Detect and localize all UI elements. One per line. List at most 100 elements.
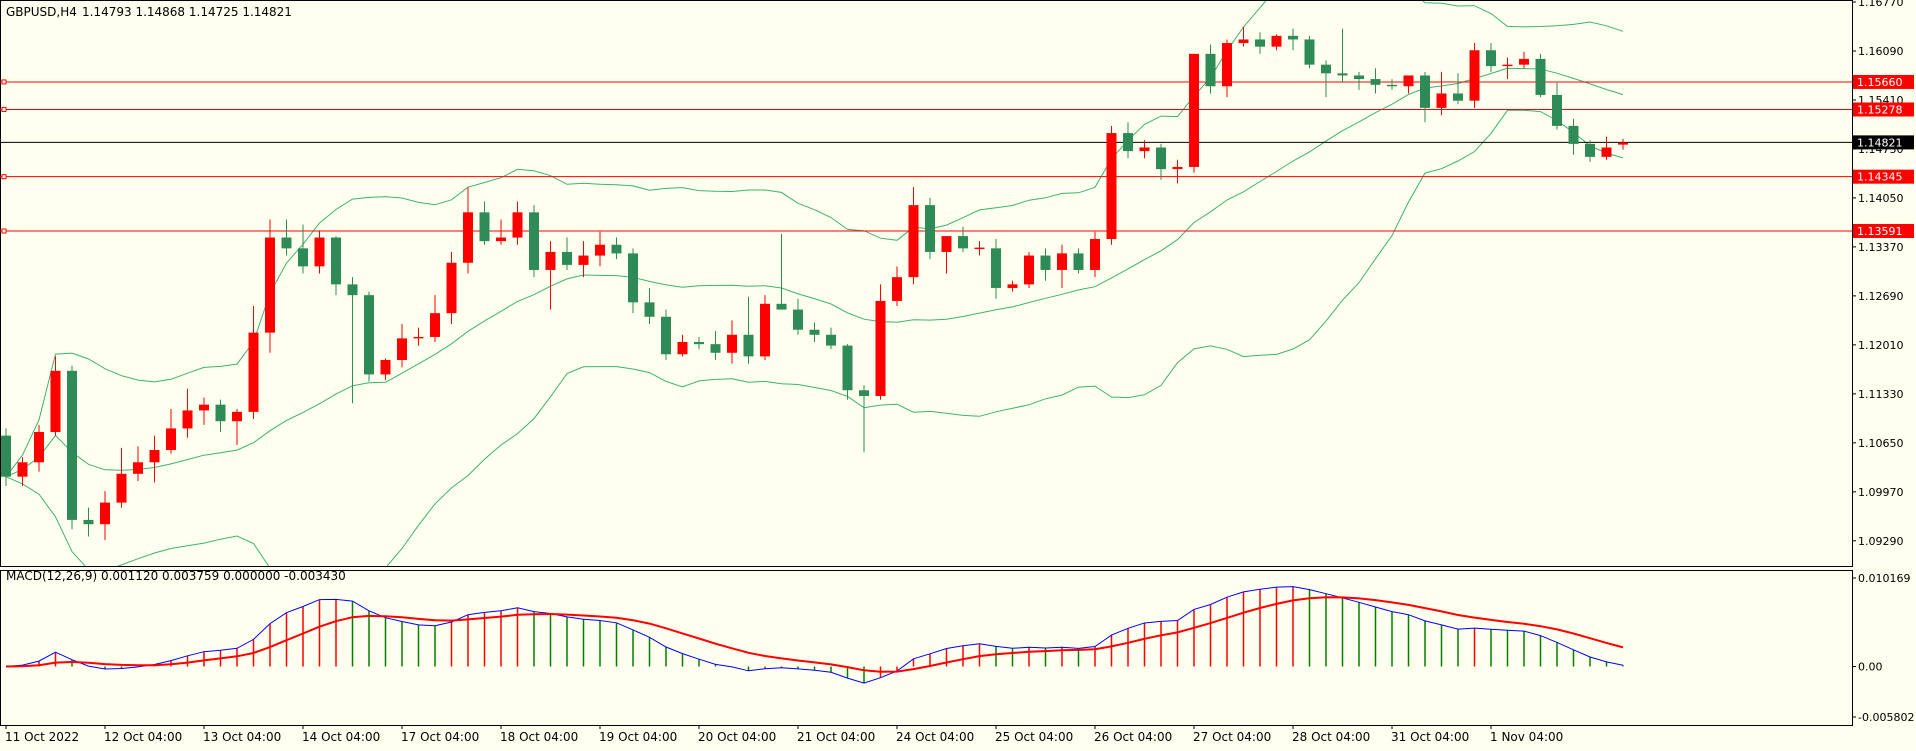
- candle[interactable]: [974, 241, 985, 256]
- candle[interactable]: [1090, 231, 1100, 278]
- candle[interactable]: [34, 424, 44, 472]
- candle[interactable]: [199, 397, 209, 425]
- candle[interactable]: [1436, 71, 1447, 116]
- candle[interactable]: [925, 197, 935, 260]
- candle[interactable]: [265, 219, 275, 353]
- candle[interactable]: [133, 446, 143, 482]
- candle[interactable]: [1123, 122, 1133, 159]
- candle[interactable]: [1024, 251, 1034, 288]
- candle[interactable]: [611, 237, 622, 260]
- candle[interactable]: [1618, 138, 1628, 150]
- candle[interactable]: [1370, 68, 1381, 94]
- candle[interactable]: [1519, 51, 1529, 69]
- candle[interactable]: [1585, 140, 1595, 162]
- candle[interactable]: [892, 266, 902, 306]
- macd-pane[interactable]: 0.010169 0.00 -0.005802: [0, 570, 1915, 726]
- candle[interactable]: [83, 507, 94, 537]
- candle[interactable]: [364, 291, 374, 382]
- candle[interactable]: [842, 344, 853, 400]
- candle[interactable]: [941, 236, 952, 274]
- candle[interactable]: [1255, 32, 1265, 54]
- candle[interactable]: [1271, 34, 1282, 51]
- candle[interactable]: [694, 336, 704, 350]
- candle[interactable]: [859, 385, 869, 453]
- candle[interactable]: [595, 231, 605, 267]
- candle[interactable]: [1304, 35, 1315, 69]
- candle[interactable]: [1552, 82, 1562, 130]
- candle[interactable]: [1057, 244, 1067, 288]
- candle[interactable]: [661, 309, 671, 360]
- candle[interactable]: [529, 205, 539, 278]
- candle[interactable]: [1568, 118, 1579, 155]
- candle[interactable]: [793, 298, 803, 335]
- candle[interactable]: [166, 408, 176, 454]
- level-anchor-handle[interactable]: [1, 228, 7, 234]
- candle[interactable]: [1387, 79, 1397, 90]
- candle[interactable]: [496, 219, 506, 245]
- candle[interactable]: [1502, 57, 1513, 80]
- candle[interactable]: [347, 277, 358, 404]
- candle[interactable]: [479, 201, 490, 245]
- candle[interactable]: [1337, 28, 1348, 83]
- candle[interactable]: [1106, 125, 1117, 245]
- level-anchor-handle[interactable]: [1, 79, 7, 85]
- candle[interactable]: [1469, 43, 1480, 108]
- candle[interactable]: [743, 296, 754, 364]
- candle[interactable]: [875, 284, 886, 400]
- candle[interactable]: [314, 230, 325, 274]
- candle[interactable]: [562, 237, 572, 270]
- candle[interactable]: [298, 224, 308, 274]
- candle[interactable]: [248, 305, 259, 420]
- candle[interactable]: [1288, 28, 1298, 51]
- candle[interactable]: [512, 201, 523, 245]
- candle[interactable]: [1222, 39, 1232, 98]
- candle[interactable]: [1139, 140, 1150, 159]
- candle[interactable]: [1007, 280, 1018, 292]
- candle[interactable]: [578, 241, 589, 278]
- level-anchor-handle[interactable]: [1, 174, 7, 180]
- candle[interactable]: [281, 219, 292, 256]
- candle[interactable]: [413, 327, 424, 346]
- candle[interactable]: [215, 399, 226, 433]
- candle[interactable]: [776, 233, 787, 310]
- candle[interactable]: [809, 322, 820, 342]
- candle[interactable]: [1156, 143, 1166, 180]
- candle[interactable]: [17, 457, 28, 487]
- candle[interactable]: [1486, 43, 1496, 72]
- candle[interactable]: [1535, 53, 1546, 98]
- price-pane[interactable]: 1.167701.160901.154101.147301.140501.133…: [0, 0, 1914, 584]
- candle[interactable]: [545, 241, 556, 310]
- candle[interactable]: [116, 447, 127, 508]
- candle[interactable]: [1453, 73, 1463, 105]
- candle[interactable]: [760, 295, 770, 360]
- candle[interactable]: [1354, 71, 1364, 90]
- candle[interactable]: [710, 331, 721, 360]
- level-anchor-handle[interactable]: [1, 106, 7, 112]
- candle[interactable]: [149, 435, 160, 483]
- candle[interactable]: [380, 358, 391, 381]
- candle[interactable]: [1321, 60, 1331, 98]
- candle[interactable]: [67, 365, 77, 530]
- candle[interactable]: [1073, 248, 1084, 274]
- candle[interactable]: [182, 388, 193, 438]
- candle[interactable]: [628, 248, 638, 314]
- candle[interactable]: [991, 238, 1001, 299]
- candle[interactable]: [463, 187, 473, 274]
- candle[interactable]: [331, 236, 341, 296]
- candle[interactable]: [100, 491, 110, 541]
- candle[interactable]: [1420, 71, 1430, 123]
- candle[interactable]: [1238, 26, 1249, 47]
- candle[interactable]: [908, 187, 919, 285]
- candle[interactable]: [826, 327, 836, 350]
- candle[interactable]: [1205, 44, 1216, 94]
- candle[interactable]: [430, 295, 440, 342]
- candle[interactable]: [50, 356, 61, 436]
- candle[interactable]: [1, 428, 11, 487]
- candle[interactable]: [397, 323, 407, 368]
- candle[interactable]: [1172, 159, 1183, 184]
- candle[interactable]: [958, 226, 968, 252]
- candle[interactable]: [1601, 136, 1612, 160]
- candle[interactable]: [446, 251, 457, 324]
